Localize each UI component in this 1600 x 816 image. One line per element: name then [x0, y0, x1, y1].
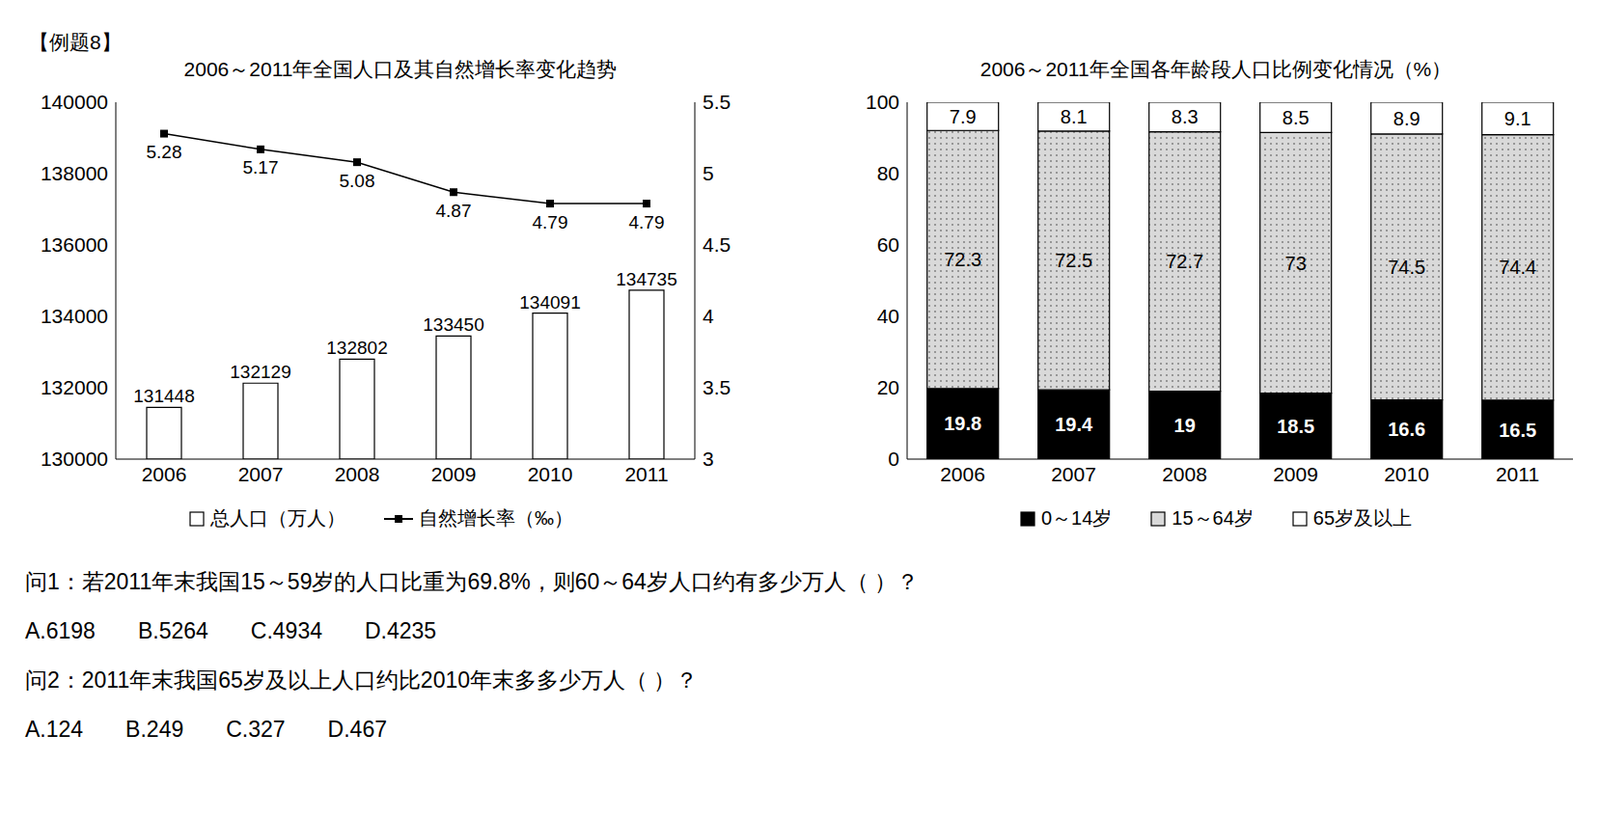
svg-text:2011: 2011 [1495, 463, 1540, 486]
svg-text:19.8: 19.8 [943, 413, 982, 435]
svg-text:2008: 2008 [1161, 463, 1208, 486]
svg-text:2009: 2009 [431, 463, 477, 486]
svg-text:5.17: 5.17 [243, 157, 279, 178]
html-text:C.327: C.327 [226, 717, 286, 743]
svg-text:134091: 134091 [519, 292, 580, 313]
html-text:C.4934: C.4934 [250, 618, 323, 644]
svg-text:3: 3 [702, 447, 715, 470]
svg-text:16.6: 16.6 [1387, 418, 1426, 441]
html-text:65岁及以上: 65岁及以上 [1313, 507, 1412, 529]
svg-text:130000: 130000 [40, 447, 109, 470]
svg-text:132000: 132000 [40, 376, 109, 399]
svg-text:72.5: 72.5 [1054, 249, 1093, 272]
svg-text:18.5: 18.5 [1276, 415, 1315, 438]
svg-text:7.9: 7.9 [949, 106, 977, 128]
svg-text:16.5: 16.5 [1498, 419, 1537, 442]
svg-text:8.9: 8.9 [1393, 108, 1421, 130]
svg-text:2008: 2008 [334, 463, 381, 486]
svg-text:73: 73 [1285, 252, 1307, 275]
svg-text:4.79: 4.79 [629, 212, 665, 233]
html-text:D.4235: D.4235 [364, 618, 437, 644]
svg-text:2006: 2006 [939, 463, 986, 486]
svg-text:9.1: 9.1 [1504, 108, 1532, 130]
html-text:总人口（万人）: 总人口（万人） [210, 507, 346, 529]
svg-text:100: 100 [865, 90, 900, 113]
svg-text:72.7: 72.7 [1165, 250, 1204, 273]
svg-text:138000: 138000 [40, 162, 109, 185]
svg-text:19: 19 [1174, 414, 1196, 437]
svg-text:3.5: 3.5 [702, 376, 731, 399]
html-text:问2：2011年末我国65岁及以上人口约比2010年末多多少: 问2：2011年末我国65岁及以上人口约比2010年末多多少万人（ ）？ [25, 667, 699, 693]
svg-text:2006: 2006 [141, 463, 188, 486]
html-text:问1：若2011年末我国15～59岁的人口比重为69.8%，: 问1：若2011年末我国15～59岁的人口比重为69.8%，则60～64岁人口约… [25, 569, 919, 595]
html-text:A.6198: A.6198 [25, 618, 96, 644]
svg-text:4.5: 4.5 [702, 233, 731, 256]
html-text:15～64岁: 15～64岁 [1171, 507, 1254, 529]
svg-text:2009: 2009 [1272, 463, 1319, 486]
html-text:自然增长率（‰）: 自然增长率（‰） [418, 507, 574, 529]
svg-text:2007: 2007 [1050, 463, 1097, 486]
svg-text:133450: 133450 [422, 314, 484, 335]
svg-text:2007: 2007 [238, 463, 284, 486]
svg-text:132802: 132802 [326, 337, 387, 359]
svg-text:132129: 132129 [229, 361, 291, 383]
svg-text:40: 40 [877, 304, 900, 328]
svg-text:4.87: 4.87 [436, 200, 472, 221]
html-text:B.5264: B.5264 [137, 618, 209, 644]
svg-text:0: 0 [887, 447, 900, 470]
html-text:A.124: A.124 [25, 717, 84, 743]
html-text:0～14岁: 0～14岁 [1041, 507, 1112, 529]
svg-text:134000: 134000 [40, 304, 109, 328]
svg-text:8.5: 8.5 [1282, 107, 1310, 129]
svg-text:2010: 2010 [527, 463, 574, 486]
svg-text:4.79: 4.79 [532, 212, 569, 233]
svg-text:5.28: 5.28 [146, 141, 183, 163]
svg-text:8.1: 8.1 [1060, 106, 1088, 128]
svg-text:136000: 136000 [40, 233, 109, 256]
svg-text:2010: 2010 [1383, 463, 1430, 486]
svg-text:8.3: 8.3 [1171, 106, 1199, 128]
svg-text:5: 5 [702, 162, 715, 185]
svg-text:60: 60 [877, 233, 900, 256]
html-text:【例题8】: 【例题8】 [28, 30, 122, 54]
svg-text:74.5: 74.5 [1387, 256, 1426, 278]
svg-text:4: 4 [702, 304, 715, 328]
svg-text:20: 20 [877, 376, 900, 399]
svg-text:5.5: 5.5 [702, 90, 731, 113]
html-text:2006～2011年全国人口及其自然增长率变化趋势: 2006～2011年全国人口及其自然增长率变化趋势 [183, 57, 618, 81]
svg-text:2011: 2011 [624, 463, 668, 486]
html-text:2006～2011年全国各年龄段人口比例变化情况（%）: 2006～2011年全国各年龄段人口比例变化情况（%） [980, 57, 1452, 81]
svg-text:72.3: 72.3 [943, 248, 982, 271]
html-text:D.467: D.467 [327, 717, 387, 743]
svg-text:140000: 140000 [40, 90, 109, 113]
svg-text:131448: 131448 [133, 386, 194, 407]
svg-text:134735: 134735 [615, 269, 677, 290]
html-text:B.249: B.249 [125, 717, 184, 743]
svg-text:80: 80 [877, 162, 900, 185]
svg-text:19.4: 19.4 [1054, 413, 1094, 436]
svg-text:5.08: 5.08 [339, 170, 376, 192]
svg-text:74.4: 74.4 [1498, 256, 1537, 278]
